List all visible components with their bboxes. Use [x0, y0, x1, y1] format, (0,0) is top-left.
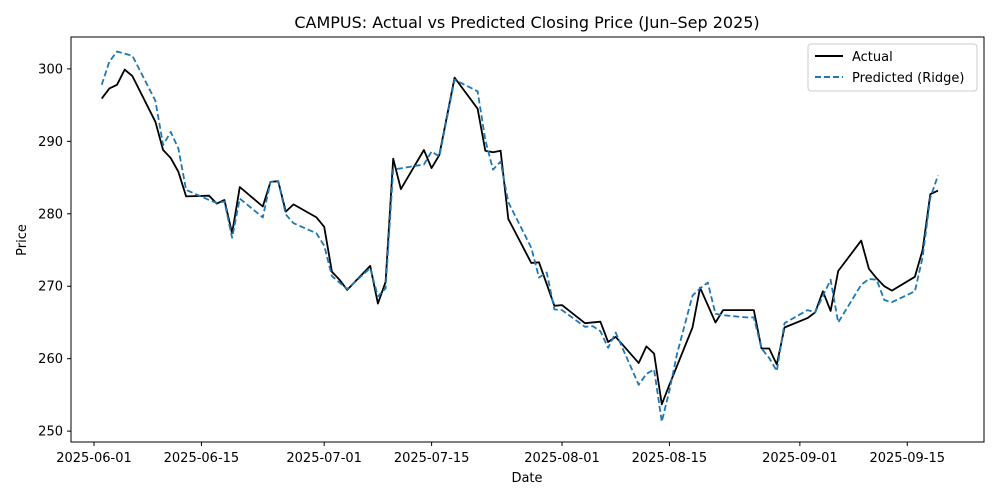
- series-line-predicted-ridge: [100, 50, 939, 423]
- y-tick-label: 290: [38, 135, 63, 150]
- x-tick-label: 2025-09-01: [762, 451, 838, 466]
- y-tick-label: 250: [38, 425, 63, 440]
- x-axis-label: Date: [511, 471, 542, 486]
- x-tick-label: 2025-07-15: [394, 451, 470, 466]
- y-axis: 250 260 270 280 290 300: [38, 62, 71, 440]
- y-tick-label: 280: [38, 207, 63, 222]
- legend-label-predicted: Predicted (Ridge): [852, 71, 964, 86]
- x-tick-label: 2025-09-15: [869, 451, 945, 466]
- y-axis-label: Price: [15, 224, 30, 256]
- chart-title: CAMPUS: Actual vs Predicted Closing Pric…: [294, 13, 759, 32]
- y-tick-label: 260: [38, 352, 63, 367]
- x-tick-label: 2025-08-01: [524, 451, 600, 466]
- y-tick-label: 270: [38, 280, 63, 295]
- plot-frame: [70, 36, 985, 443]
- legend-label-actual: Actual: [852, 50, 893, 65]
- x-axis: 2025-06-01 2025-06-15 2025-07-01 2025-07-15…: [56, 442, 945, 466]
- x-tick-label: 2025-07-01: [286, 451, 362, 466]
- series-line-actual: [100, 68, 939, 406]
- plot-lines: [100, 50, 939, 423]
- x-tick-label: 2025-06-15: [164, 451, 240, 466]
- legend-box: [807, 43, 978, 92]
- y-tick-label: 300: [38, 62, 63, 77]
- x-tick-label: 2025-06-01: [56, 451, 132, 466]
- x-tick-label: 2025-08-15: [632, 451, 708, 466]
- legend: Actual Predicted (Ridge): [807, 43, 978, 92]
